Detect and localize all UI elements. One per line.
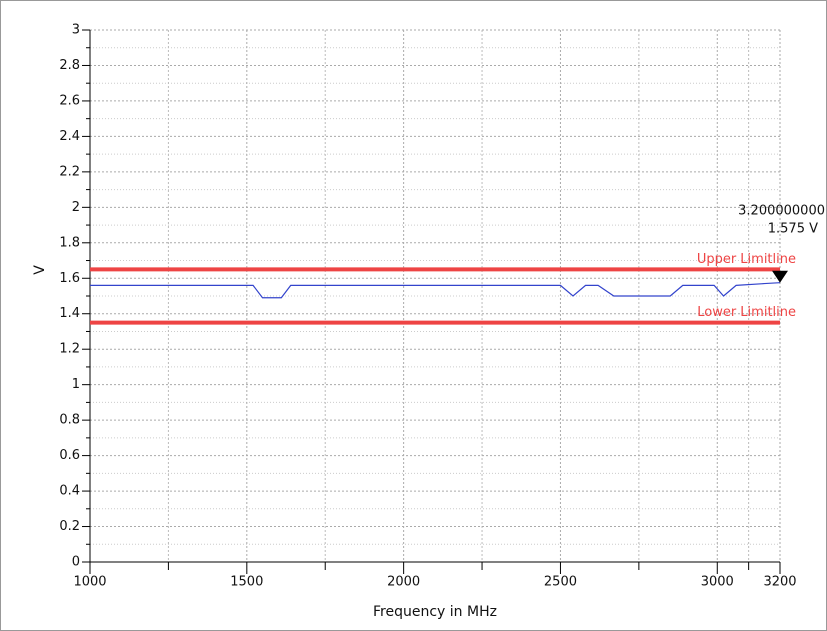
- y-tick-label: 1.4: [59, 306, 80, 321]
- x-tick-label: 3200: [763, 575, 796, 590]
- y-tick-label: 1: [72, 377, 80, 392]
- y-tick-label: 0: [72, 555, 80, 570]
- x-tick-label: 2500: [544, 575, 577, 590]
- marker-y-label: 1.575 V: [768, 222, 818, 237]
- y-tick-label: 0.4: [59, 484, 80, 499]
- y-axis-label: V: [32, 265, 48, 275]
- y-tick-label: 2.6: [59, 93, 80, 108]
- y-tick-label: 0.8: [59, 413, 80, 428]
- x-tick-label: 3000: [701, 575, 734, 590]
- marker-x-label: 3.200000000: [738, 204, 825, 219]
- y-tick-label: 2: [72, 200, 80, 215]
- y-tick-label: 0.6: [59, 448, 80, 463]
- y-tick-label: 2.8: [59, 58, 80, 73]
- y-tick-label: 1.6: [59, 271, 80, 286]
- y-tick-label: 1.2: [59, 342, 80, 357]
- x-tick-label: 1000: [73, 575, 106, 590]
- y-tick-label: 2.2: [59, 164, 80, 179]
- y-tick-label: 1.8: [59, 235, 80, 250]
- y-tick-label: 0.2: [59, 519, 80, 534]
- x-tick-label: 1500: [230, 575, 263, 590]
- x-tick-label: 2000: [387, 575, 420, 590]
- y-tick-label: 3: [72, 23, 80, 38]
- data-line: [90, 282, 781, 299]
- x-axis-label: Frequency in MHz: [373, 604, 497, 620]
- limit-line-label: Lower Limitline: [697, 305, 796, 320]
- y-tick-label: 2.4: [59, 129, 80, 144]
- limit-line-label: Upper Limitline: [697, 252, 796, 267]
- marker: [772, 270, 788, 283]
